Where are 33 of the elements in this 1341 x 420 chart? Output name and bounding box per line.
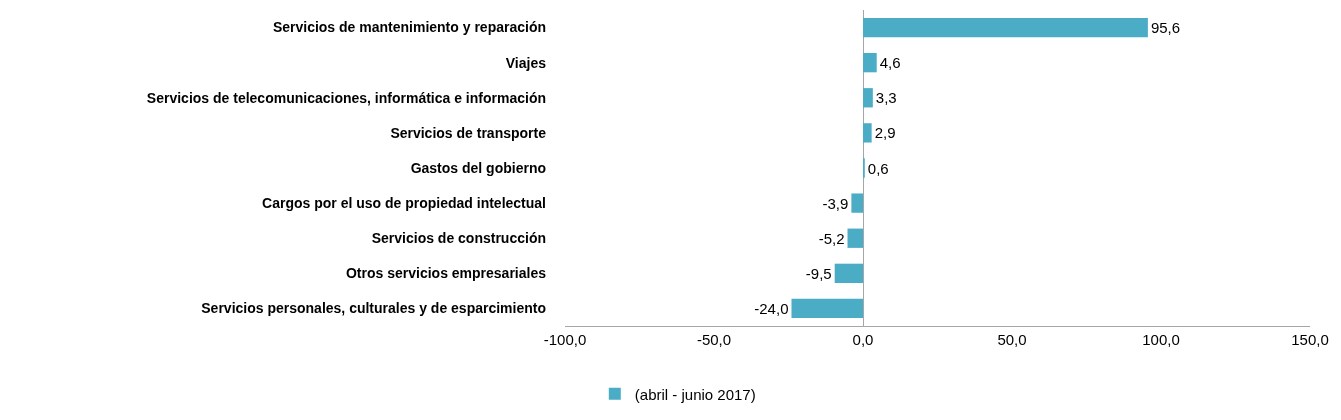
data-label: -24,0 [754, 299, 789, 317]
x-tick-label: 0,0 [852, 331, 874, 348]
x-tick-label: -50,0 [696, 331, 732, 348]
y-tick-label: Servicios personales, culturales y de esparcimiento [201, 300, 546, 317]
y-tick-label: Gastos del gobierno [410, 159, 546, 176]
x-tick-label: -100,0 [543, 331, 587, 348]
bar [834, 263, 863, 283]
bar [863, 88, 873, 108]
bar [791, 298, 863, 319]
x-tick-label: 50,0 [997, 331, 1027, 348]
y-tick-label: Servicios de construcción [371, 230, 546, 247]
y-tick-label: Cargos por el uso de propiedad intelectual [262, 195, 546, 212]
bar [851, 193, 863, 213]
y-tick-label: Viajes [505, 54, 547, 71]
x-tick-label: 100,0 [1142, 331, 1180, 348]
data-label: 4,6 [879, 54, 901, 72]
x-tick-label: 150,0 [1291, 331, 1329, 348]
y-tick-label: Servicios de telecomunicaciones, informática e información [146, 89, 546, 106]
bar [847, 228, 863, 248]
data-label: -5,2 [818, 229, 845, 247]
data-label: 0,6 [867, 159, 889, 177]
data-label: 2,9 [874, 124, 896, 142]
bar [863, 123, 872, 143]
y-tick-label: Otros servicios empresariales [345, 265, 547, 282]
legend-label: (abril - junio 2017) [634, 385, 756, 403]
data-label: -3,9 [822, 194, 849, 212]
bar [863, 53, 877, 73]
y-tick-label: Servicios de mantenimiento y reparación [272, 19, 546, 36]
y-tick-label: Servicios de transporte [390, 124, 547, 141]
data-label: 3,3 [875, 89, 897, 107]
data-label: -9,5 [805, 264, 832, 282]
data-label: 95,6 [1150, 19, 1181, 37]
bar [863, 17, 1148, 38]
